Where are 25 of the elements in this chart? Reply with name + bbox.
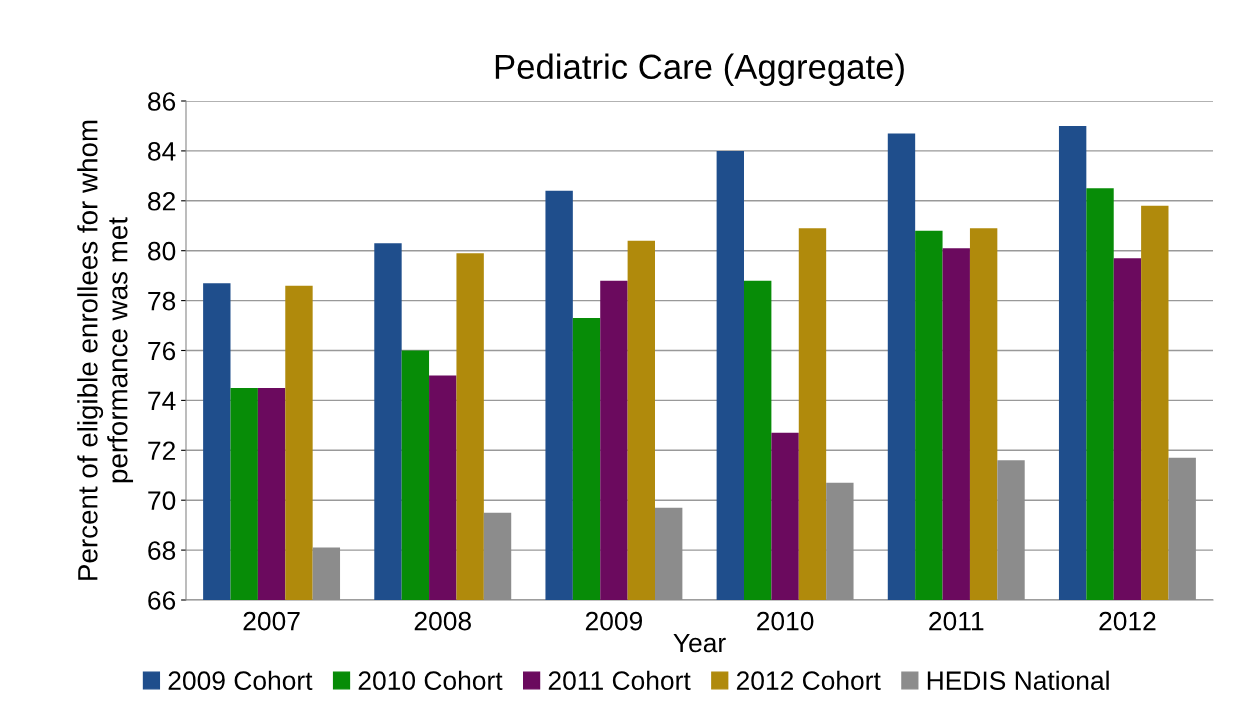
y-tick-label: 82 xyxy=(148,191,175,211)
legend-label: 2009 Cohort xyxy=(168,670,313,691)
y-tick-label: 78 xyxy=(148,291,176,311)
chart-title: Pediatric Care (Aggregate) xyxy=(495,53,904,86)
y-tick-label: 86 xyxy=(148,92,176,111)
x-tick-label: 2011 xyxy=(929,611,984,631)
y-tick-label: 70 xyxy=(148,491,176,511)
y-tick-label: 84 xyxy=(148,142,176,161)
x-tick-label: 2007 xyxy=(243,611,300,631)
y-tick-label: 80 xyxy=(148,241,176,261)
y-tick-label: 76 xyxy=(148,341,176,361)
y-tick-label: 68 xyxy=(148,541,176,560)
legend-label: 2010 Cohort xyxy=(358,670,503,691)
legend-label: HEDIS National xyxy=(927,670,1109,691)
x-tick-label: 2009 xyxy=(585,611,643,631)
y-tick-label: 72 xyxy=(148,441,175,460)
x-axis-title: Year xyxy=(673,633,726,653)
y-tick-label: 74 xyxy=(148,391,176,410)
x-tick-label: 2012 xyxy=(1099,611,1156,631)
legend-label: 2011 Cohort xyxy=(548,670,691,691)
x-tick-label: 2010 xyxy=(757,611,814,631)
y-axis-title: Percent of eligible enrollees for whom performance was met xyxy=(77,120,134,580)
x-tick-label: 2008 xyxy=(414,611,471,631)
legend-label: 2012 Cohort xyxy=(736,670,881,691)
y-tick-label: 66 xyxy=(148,591,176,610)
